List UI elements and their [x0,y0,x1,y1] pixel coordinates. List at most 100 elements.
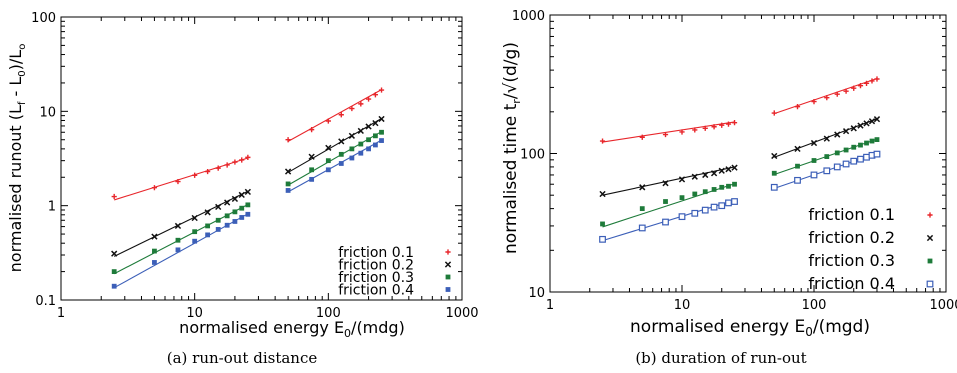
data-point-a [175,237,181,243]
legend-label-a: friction 0.2 [338,258,414,274]
y-tick-label-a: 100 [31,11,56,26]
data-point-b [834,131,841,138]
legend-marker-a [445,274,451,280]
data-point-a [245,202,251,208]
legend-label-a: friction 0.1 [338,245,414,261]
data-point-b [833,163,841,171]
data-point-b [771,152,778,160]
data-point-b [662,180,669,187]
data-point-a [245,154,251,160]
data-point-b [857,122,864,129]
legend-marker-a [445,249,451,255]
data-point-a [204,209,211,216]
caption-b: (b) duration of run-out [635,349,806,367]
data-point-a [205,232,211,238]
data-point-b [858,142,863,148]
data-point-b [868,118,876,125]
data-point-b [600,221,605,227]
legend-marker-a [445,287,451,292]
data-point-a [309,127,315,133]
data-point-b [718,167,725,174]
data-point-b [869,78,875,84]
data-point-a [348,132,356,139]
data-point-b [794,176,801,184]
data-point-a [175,247,181,253]
data-point-a [338,138,345,145]
data-point-b [599,235,606,243]
data-point-b [863,80,870,86]
y-tick-label-b: 10 [528,286,545,301]
fit-line-a [287,89,382,142]
data-point-a [151,233,158,240]
data-point-b [864,140,869,146]
data-point-b [850,125,857,132]
data-point-a [152,248,157,254]
data-point-b [710,203,718,211]
data-point-b [711,187,717,192]
data-point-b [811,158,817,163]
data-point-a [378,87,385,93]
legend-marker-b [926,234,934,242]
legend-label-a: friction 0.4 [338,283,414,299]
data-point-a [111,269,117,275]
data-point-b [725,166,732,173]
data-point-b [810,139,818,147]
data-point-b [719,184,725,190]
y-tick-label-a: 1 [48,200,56,215]
data-point-a [358,150,364,156]
data-point-b [719,122,725,128]
data-point-a [309,167,315,173]
y-tick-label-a: 0.1 [35,294,56,309]
data-point-a [338,161,344,166]
data-point-a [205,223,211,229]
data-point-a [373,133,378,139]
x-axis-label-a: normalised energy E0/(mdg) [179,318,405,340]
data-point-a [284,168,292,175]
data-point-b [863,153,870,161]
legend-marker-a [444,261,452,268]
data-point-a [378,115,385,123]
y-tick-label-a: 10 [39,105,56,120]
data-point-b [842,160,850,168]
x-tick-label-a: 10 [186,306,203,321]
data-point-b [710,170,718,177]
data-point-b [843,147,849,153]
data-point-b [863,120,870,127]
x-tick-label-a: 1 [57,306,65,321]
data-point-a [232,219,238,224]
data-point-a [215,203,222,211]
data-point-b [731,164,738,171]
data-point-a [373,142,378,148]
data-point-b [824,95,830,101]
data-point-b [873,150,881,158]
data-point-b [692,191,698,197]
data-point-b [663,199,668,204]
data-point-b [678,176,686,183]
data-point-a [325,158,331,164]
data-point-a [224,222,230,228]
data-point-b [691,173,698,180]
data-point-b [823,167,831,175]
data-point-b [851,144,857,150]
data-point-a [175,178,181,185]
data-point-a [215,227,221,232]
data-point-b [873,116,881,123]
data-point-a [232,209,238,215]
fit-line-b [774,77,878,115]
data-point-b [718,202,726,210]
legend-label-b: friction 0.2 [808,228,895,247]
data-point-a [224,162,230,168]
data-point-a [215,165,221,171]
data-point-a [357,127,364,135]
data-point-b [662,131,669,138]
y-tick-label-b: 100 [520,148,545,163]
data-point-a [239,215,245,220]
legend-label-b: friction 0.1 [808,205,895,224]
data-point-b [726,183,731,189]
data-point-a [325,167,331,173]
x-tick-label-b: 1000 [929,298,957,313]
data-point-b [599,190,606,198]
data-point-b [851,85,857,91]
panel-b: 1101001000101001000 friction 0.1friction… [501,9,957,367]
data-point-a [232,159,238,165]
